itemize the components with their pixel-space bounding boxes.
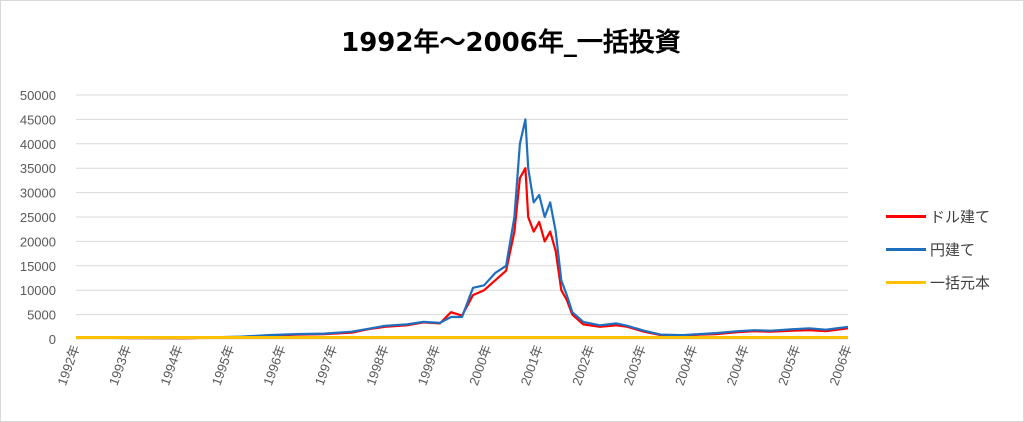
legend-swatch-jpy <box>886 248 926 251</box>
x-tick-label-10: 2002年 <box>569 343 597 388</box>
y-tick-label-5000: 5000 <box>27 308 56 323</box>
y-tick-label-35000: 35000 <box>20 161 56 176</box>
legend-label-usd: ドル建て <box>930 208 991 226</box>
legend-item-jpy: 円建て <box>886 233 990 266</box>
x-tick-label-8: 2000年 <box>466 343 494 388</box>
x-tick-label-2: 1994年 <box>157 343 185 388</box>
x-tick-label-0: 1992年 <box>54 343 82 388</box>
chart-title: 1992年～2006年_一括投資 <box>341 28 681 58</box>
legend: ドル建て 円建て 一括元本 <box>886 200 990 299</box>
x-tick-label-7: 1999年 <box>415 343 443 388</box>
legend-item-usd: ドル建て <box>886 200 990 233</box>
x-tick-label-12: 2004年 <box>672 343 700 388</box>
series-line-1 <box>75 118 849 340</box>
x-tick-label-15: 2006年 <box>826 343 854 388</box>
y-tick-label-20000: 20000 <box>20 234 56 249</box>
x-tick-label-6: 1998年 <box>363 343 391 388</box>
y-tick-label-45000: 45000 <box>20 112 56 127</box>
x-tick-label-14: 2005年 <box>775 343 803 388</box>
y-tick-label-40000: 40000 <box>20 137 56 152</box>
x-tick-label-13: 2004年 <box>723 343 751 388</box>
x-tick-label-3: 1995年 <box>209 343 237 388</box>
y-tick-label-15000: 15000 <box>20 259 56 274</box>
legend-label-principal: 一括元本 <box>930 274 991 292</box>
legend-swatch-usd <box>886 215 926 218</box>
x-tick-label-4: 1996年 <box>260 343 288 388</box>
x-tick-label-11: 2003年 <box>621 343 649 388</box>
legend-swatch-principal <box>886 281 926 284</box>
y-tick-label-50000: 50000 <box>20 88 56 103</box>
legend-label-jpy: 円建て <box>930 241 976 259</box>
x-tick-label-1: 1993年 <box>106 343 134 388</box>
y-tick-label-0: 0 <box>49 332 56 347</box>
y-tick-label-25000: 25000 <box>20 210 56 225</box>
legend-item-principal: 一括元本 <box>886 266 990 299</box>
y-tick-label-30000: 30000 <box>20 186 56 201</box>
y-tick-label-10000: 10000 <box>20 283 56 298</box>
x-tick-label-5: 1997年 <box>312 343 340 388</box>
series-line-0 <box>75 167 849 340</box>
x-tick-label-9: 2001年 <box>518 343 546 388</box>
